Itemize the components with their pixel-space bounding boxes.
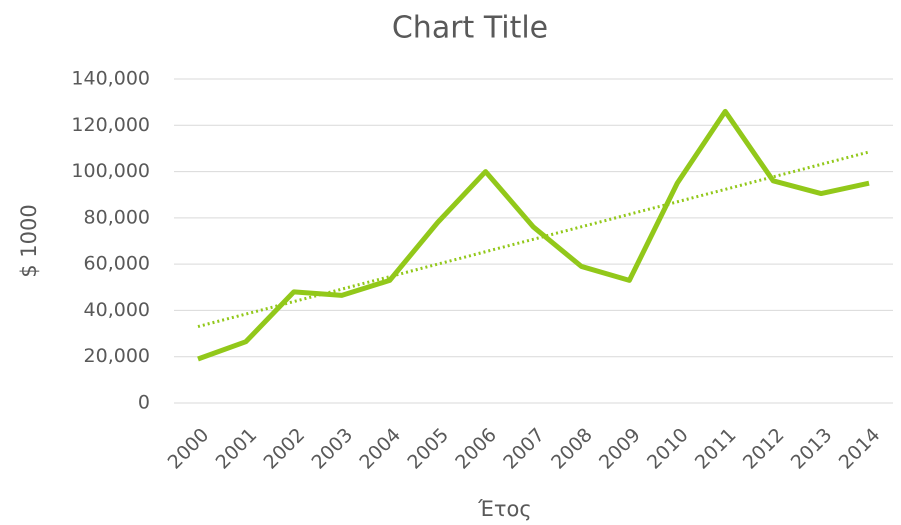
- data-line: [197, 108, 870, 362]
- x-tick-label: 2003: [307, 424, 357, 474]
- x-tick-label: 2006: [451, 424, 501, 474]
- y-tick-label: 20,000: [84, 345, 150, 367]
- y-tick-label: 140,000: [71, 68, 150, 90]
- y-tick-label: 40,000: [84, 299, 150, 321]
- x-tick-label: 2014: [835, 424, 885, 474]
- x-tick-label: 2011: [691, 424, 741, 474]
- x-tick-label: 2012: [739, 424, 789, 474]
- x-tick-label: 2007: [499, 424, 549, 474]
- y-tick-label: 80,000: [84, 206, 150, 228]
- x-tick-label: 2004: [355, 424, 405, 474]
- y-tick-label: 60,000: [84, 253, 150, 275]
- x-tick-label: 2002: [260, 424, 310, 474]
- y-tick-label: 120,000: [71, 114, 150, 136]
- x-tick-label: 2000: [164, 424, 214, 474]
- y-axis-label: $ 1000: [17, 204, 41, 277]
- x-tick-label: 2001: [212, 424, 262, 474]
- x-tick-label: 2009: [595, 424, 645, 474]
- x-tick-label: 2010: [643, 424, 693, 474]
- trendline: [197, 150, 870, 328]
- x-tick-label: 2005: [403, 424, 453, 474]
- x-tick-label: 2013: [787, 424, 837, 474]
- x-axis-label: Έτος: [477, 497, 531, 521]
- y-tick-label: 0: [138, 392, 150, 414]
- chart-title: Chart Title: [392, 11, 548, 46]
- y-tick-label: 100,000: [71, 160, 150, 182]
- x-tick-label: 2008: [547, 424, 597, 474]
